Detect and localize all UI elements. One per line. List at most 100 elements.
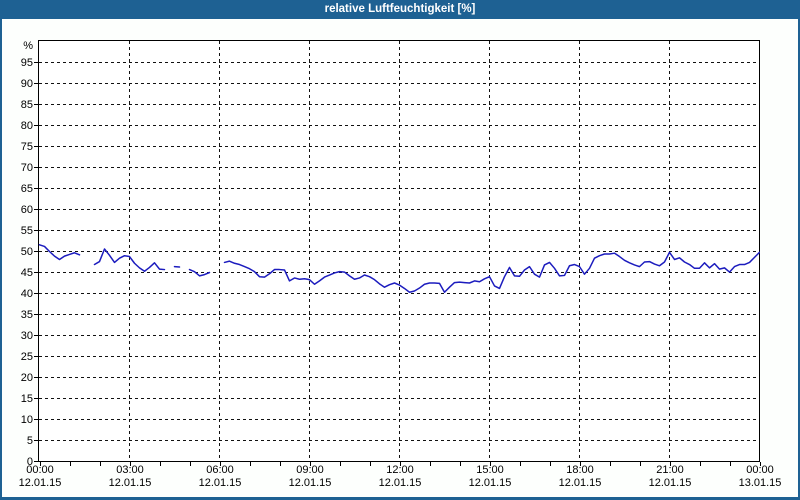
- x-axis-tick: [580, 462, 581, 466]
- y-axis-label: 10: [20, 413, 33, 426]
- y-axis-label: 70: [20, 161, 33, 174]
- data-line: [188, 268, 211, 277]
- data-line: [223, 251, 760, 293]
- y-axis-label: 35: [20, 308, 33, 321]
- x-axis-tick: [610, 462, 611, 466]
- y-axis-tick: [34, 188, 38, 189]
- x-axis-tick: [100, 462, 101, 466]
- x-axis-label: 03:00 12.01.15: [98, 464, 162, 490]
- x-axis-time-label: 12:00: [386, 464, 414, 476]
- x-axis-tick: [760, 462, 761, 466]
- x-axis-time-label: 21:00: [656, 464, 684, 476]
- y-axis-label: 15: [20, 392, 33, 405]
- x-axis-tick: [340, 462, 341, 466]
- x-axis-tick: [40, 462, 41, 466]
- window-border-left: [0, 19, 2, 500]
- window-border-bottom: [0, 497, 800, 500]
- y-axis-tick: [34, 167, 38, 168]
- x-axis-date-label: 12.01.15: [378, 477, 422, 489]
- x-axis-label: 00:00 13.01.15: [728, 464, 792, 490]
- y-axis-label: 60: [20, 203, 33, 216]
- x-axis-label: 21:00 12.01.15: [638, 464, 702, 490]
- y-axis-label: 5: [26, 434, 33, 447]
- y-axis-label: 50: [20, 245, 33, 258]
- y-axis-label: 80: [20, 119, 33, 132]
- y-axis-tick: [34, 377, 38, 378]
- x-axis-tick: [310, 462, 311, 466]
- y-axis-tick: [34, 293, 38, 294]
- x-axis-time-label: 18:00: [566, 464, 594, 476]
- x-axis-label: 06:00 12.01.15: [188, 464, 252, 490]
- y-axis-label: 85: [20, 98, 33, 111]
- x-axis-tick: [400, 462, 401, 466]
- y-axis-tick: [34, 104, 38, 105]
- x-axis-tick: [70, 462, 71, 466]
- x-axis-tick: [430, 462, 431, 466]
- x-axis-date-label: 12.01.15: [648, 477, 692, 489]
- x-axis-label: 00:00 12.01.15: [8, 464, 72, 490]
- chart-title: relative Luftfeuchtigkeit [%]: [324, 3, 476, 15]
- y-axis-tick: [34, 314, 38, 315]
- x-axis-time-label: 00:00: [26, 464, 54, 476]
- x-axis-tick: [520, 462, 521, 466]
- window-border-right: [798, 19, 800, 500]
- y-axis-unit-label: %: [23, 40, 33, 52]
- y-axis-tick: [34, 209, 38, 210]
- x-axis-tick: [490, 462, 491, 466]
- y-axis-label: 20: [20, 371, 33, 384]
- y-axis-label: 75: [20, 140, 33, 153]
- y-axis-label: 40: [20, 287, 33, 300]
- x-axis-tick: [700, 462, 701, 466]
- y-axis-tick: [34, 251, 38, 252]
- y-axis-label: 90: [20, 77, 33, 90]
- y-axis-label: 45: [20, 266, 33, 279]
- x-axis-date-label: 12.01.15: [18, 477, 62, 489]
- x-axis-label: 09:00 12.01.15: [278, 464, 342, 490]
- x-axis-tick: [130, 462, 131, 466]
- y-axis-label: 95: [20, 56, 33, 69]
- x-axis-tick: [640, 462, 641, 466]
- x-axis-tick: [550, 462, 551, 466]
- y-axis-tick: [34, 62, 38, 63]
- y-axis-label: 25: [20, 350, 33, 363]
- x-axis-time-label: 00:00: [746, 464, 774, 476]
- x-axis-tick: [250, 462, 251, 466]
- y-axis-label: 0: [26, 455, 33, 468]
- y-axis-tick: [34, 356, 38, 357]
- y-axis-tick: [34, 398, 38, 399]
- x-axis-time-label: 03:00: [116, 464, 144, 476]
- x-axis-date-label: 12.01.15: [468, 477, 512, 489]
- window-titlebar: relative Luftfeuchtigkeit [%]: [0, 0, 800, 19]
- x-axis-time-label: 09:00: [296, 464, 324, 476]
- y-axis-tick: [34, 272, 38, 273]
- x-axis-date-label: 12.01.15: [288, 477, 332, 489]
- x-axis-tick: [280, 462, 281, 466]
- x-axis-tick: [160, 462, 161, 466]
- y-axis-label: 55: [20, 224, 33, 237]
- y-axis-label: 30: [20, 329, 33, 342]
- x-axis-tick: [730, 462, 731, 466]
- x-axis-date-label: 12.01.15: [558, 477, 602, 489]
- y-axis-tick: [34, 125, 38, 126]
- x-axis-label: 18:00 12.01.15: [548, 464, 612, 490]
- humidity-line-chart: [38, 40, 760, 462]
- y-axis-label: 65: [20, 182, 33, 195]
- x-axis-tick: [190, 462, 191, 466]
- y-axis-tick: [34, 146, 38, 147]
- x-axis-label: 15:00 12.01.15: [458, 464, 522, 490]
- x-axis-date-label: 13.01.15: [738, 477, 782, 489]
- x-axis-tick: [220, 462, 221, 466]
- x-axis-label: 12:00 12.01.15: [368, 464, 432, 490]
- y-axis-tick: [34, 419, 38, 420]
- data-line: [93, 248, 166, 272]
- x-axis-date-label: 12.01.15: [198, 477, 242, 489]
- data-line: [38, 244, 81, 261]
- x-axis-time-label: 06:00: [206, 464, 234, 476]
- y-axis-tick: [34, 230, 38, 231]
- y-axis-tick: [34, 83, 38, 84]
- y-axis-tick: [34, 335, 38, 336]
- x-axis-tick: [670, 462, 671, 466]
- x-axis-date-label: 12.01.15: [108, 477, 152, 489]
- x-axis-tick: [460, 462, 461, 466]
